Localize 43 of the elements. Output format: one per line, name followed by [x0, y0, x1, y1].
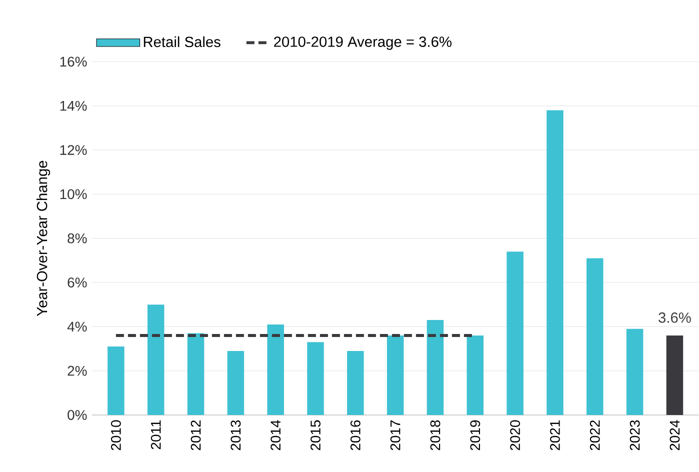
- bar: [307, 342, 324, 415]
- bar: [666, 336, 684, 415]
- x-tick-label: 2023: [630, 420, 640, 450]
- y-tick-label: 2%: [68, 366, 87, 376]
- x-tick-label: 2013: [230, 420, 241, 450]
- bar: [187, 333, 204, 415]
- bar: [147, 304, 164, 415]
- x-tick-label: 2010: [111, 420, 121, 450]
- x-tick-label: 2012: [190, 420, 201, 450]
- y-tick-label: 12%: [60, 145, 87, 155]
- legend-label: Retail Sales: [144, 36, 220, 48]
- y-axis-title: Year-Over-Year Change: [36, 160, 50, 316]
- bar: [506, 252, 524, 415]
- x-tick-label: 2021: [550, 420, 560, 450]
- x-tick-label: 2011: [150, 420, 161, 450]
- y-tick-label: 8%: [68, 233, 87, 244]
- bar: [347, 350, 364, 415]
- bar: [586, 258, 604, 415]
- bar: [227, 350, 244, 415]
- y-tick-label: 6%: [68, 278, 87, 288]
- bar: [466, 336, 484, 415]
- x-tick-label: 2024: [670, 420, 680, 450]
- bar: [108, 346, 124, 415]
- bar: [386, 336, 404, 415]
- y-tick-label: 0%: [68, 410, 87, 420]
- y-tick-label: 16%: [60, 56, 87, 67]
- x-tick-label: 2017: [390, 420, 400, 450]
- legend-label: 2010-2019 Average = 3.6%: [274, 36, 452, 50]
- x-tick-label: 2022: [590, 420, 600, 450]
- bar: [267, 324, 284, 415]
- x-tick-label: 2015: [310, 420, 320, 450]
- x-tick-label: 2020: [510, 420, 520, 450]
- bar: [426, 320, 444, 415]
- y-tick-label: 10%: [60, 189, 87, 200]
- y-tick-label: 14%: [60, 100, 87, 111]
- y-tick-label: 4%: [67, 322, 87, 332]
- bar: [626, 328, 644, 415]
- x-tick-label: 2018: [430, 420, 440, 450]
- data-label: 3.6%: [658, 312, 691, 323]
- x-tick-label: 2014: [270, 420, 281, 450]
- x-tick-label: 2016: [350, 420, 360, 450]
- x-tick-label: 2019: [470, 420, 480, 450]
- bar: [546, 110, 564, 415]
